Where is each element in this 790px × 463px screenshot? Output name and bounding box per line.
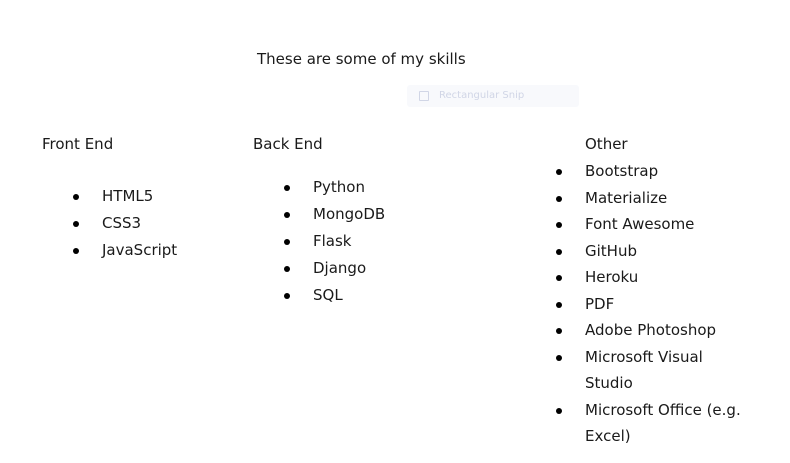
list-item: Materialize [556,185,755,212]
back-end-column: Back End Python MongoDB Flask Django SQL [253,131,385,309]
list-item: SQL [284,282,385,309]
skill-label: Microsoft Office (e.g. Excel) [585,400,741,446]
bullet-icon [556,169,562,175]
list-item: Heroku [556,264,755,291]
bullet-icon [556,275,562,281]
bullet-icon [556,195,562,202]
front-end-title: Front End [42,135,114,153]
skill-label: PDF [585,294,615,313]
other-list: Bootstrap Materialize Font Awesome GitHu… [556,158,755,450]
skill-label: Adobe Photoshop [585,321,717,339]
bullet-icon [284,212,290,218]
back-end-list: Python MongoDB Flask Django SQL [284,174,386,309]
bullet-icon [284,266,290,272]
front-end-column: Front End HTML5 CSS3 JavaScript [42,131,177,264]
bullet-icon [284,293,290,299]
list-item: GitHub [556,238,755,265]
bullet-icon [284,185,290,191]
skill-label: JavaScript [102,241,178,259]
bullet-icon [73,194,79,200]
skill-label: Django [313,259,367,277]
bullet-icon [556,248,562,255]
snip-mode-label: Rectangular Snip [439,90,525,101]
bullet-icon [556,222,562,228]
list-item: Adobe Photoshop [556,317,755,344]
skill-label: Bootstrap [585,162,659,180]
skill-label: Microsoft Visual Studio [585,347,703,393]
bullet-icon [284,239,290,245]
snip-toolbar[interactable]: Rectangular Snip [407,85,579,107]
list-item: Bootstrap [556,158,755,185]
list-item: MongoDB [284,201,386,228]
list-item: Microsoft Office (e.g. Excel) [556,397,755,450]
skill-label: Flask [313,232,352,250]
skill-label: CSS3 [102,214,142,232]
list-item: Flask [284,228,385,255]
list-item: PDF [556,291,755,318]
bullet-icon [556,328,562,334]
skill-label: MongoDB [313,205,386,223]
bullet-icon [556,407,562,414]
skills-heading: These are some of my skills [257,50,466,68]
list-item: HTML5 [73,183,177,210]
bullet-icon [73,221,79,227]
other-title: Other [585,135,628,153]
bullet-icon [556,301,562,308]
skill-label: Materialize [585,188,668,207]
skill-label: GitHub [585,241,637,260]
list-item: Django [284,255,385,282]
skill-label: SQL [313,286,343,304]
back-end-title: Back End [253,135,323,153]
bullet-icon [73,248,79,254]
front-end-list: HTML5 CSS3 JavaScript [73,183,178,264]
skill-label: Python [313,178,365,196]
skill-label: Heroku [585,268,639,286]
list-item: Font Awesome [556,211,755,238]
list-item: Python [284,174,385,201]
skill-label: Font Awesome [585,215,695,233]
bullet-icon [556,354,562,361]
list-item: JavaScript [73,237,178,264]
list-item: CSS3 [73,210,177,237]
skill-label: HTML5 [102,187,154,205]
list-item: Microsoft Visual Studio [556,344,755,397]
rectangle-snip-icon[interactable] [419,91,429,101]
other-column: Other Bootstrap Materialize Font Awesome… [556,131,755,450]
